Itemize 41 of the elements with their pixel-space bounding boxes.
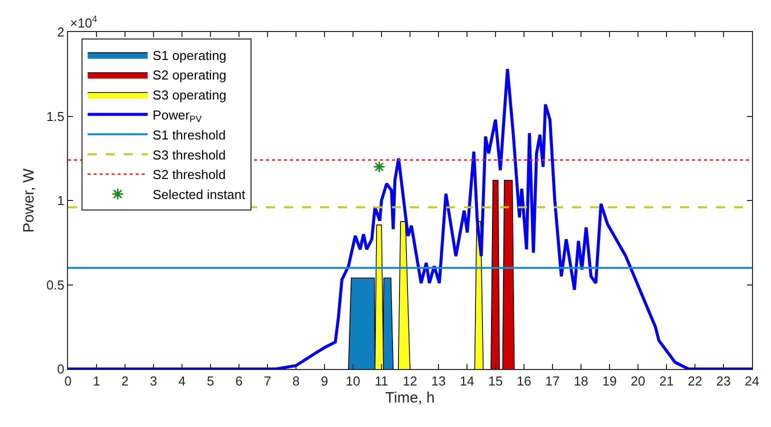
x-tick-label: 6 [235,374,243,389]
x-tick-label: 3 [150,374,158,389]
x-tick-label: 24 [744,374,760,389]
x-tick-label: 23 [716,374,731,389]
y-axis-title: Power, W [20,168,38,233]
legend-label: S2 operating [152,68,226,83]
x-tick-label: 20 [630,374,646,389]
legend-label: S3 operating [152,88,226,103]
x-tick-label: 16 [516,374,532,389]
legend-label: Power$_{PV}$ [152,107,203,124]
x-tick-label: 10 [346,374,360,389]
x-tick-label: 17 [545,374,560,389]
x-axis-title: Time, h [385,390,435,407]
x-tick-label: 1 [92,374,100,389]
x-tick-label: 8 [292,374,300,389]
x-tick-label: 9 [320,374,328,389]
x-tick-label: 22 [688,374,702,389]
legend-label: S1 operating [152,48,226,63]
x-tick-label: 15 [488,374,503,389]
x-tick-label: 12 [402,374,418,389]
y-tick-label: 1.5 [46,108,64,124]
y-tick-label: 0.5 [46,277,64,292]
line-series [68,68,752,369]
x-tick-label: 14 [460,374,474,389]
y-tick-label: 2 [57,24,64,40]
y-tick-label: 0 [57,362,64,377]
legend-label: Selected instant [152,187,246,202]
x-tick-label: 4 [178,374,186,389]
text: ×10$^{4}$ [70,14,98,30]
legend-label: S3 threshold [152,147,226,162]
y-tick-label: 1 [57,193,64,208]
legend-label: S1 threshold [152,127,226,142]
x-tick-label: 2 [121,374,129,389]
x-tick-label: 13 [431,374,446,389]
x-tick-label: 5 [206,374,214,389]
x-tick-label: 21 [659,374,674,389]
x-tick-label: 19 [602,374,617,389]
x-tick-label: 11 [374,374,388,389]
x-tick-label: 18 [574,374,588,389]
x-tick-label: 7 [264,374,272,389]
legend-label: S2 threshold [152,167,226,182]
